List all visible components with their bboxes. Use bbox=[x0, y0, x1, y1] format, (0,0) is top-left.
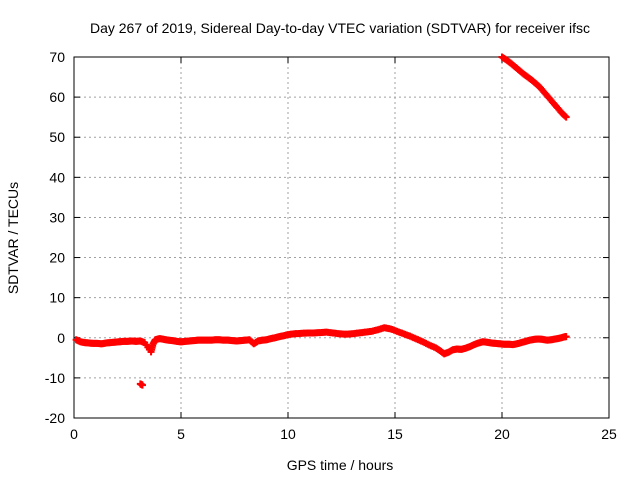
x-tick-label: 20 bbox=[494, 426, 510, 442]
y-tick-label: 60 bbox=[49, 89, 65, 105]
x-tick-label: 10 bbox=[280, 426, 296, 442]
y-axis-label: SDTVAR / TECUs bbox=[5, 182, 21, 294]
y-tick-label: 50 bbox=[49, 129, 65, 145]
data-point bbox=[138, 381, 146, 389]
axis-ticks bbox=[73, 56, 610, 419]
x-axis-label: GPS time / hours bbox=[287, 457, 394, 473]
y-tick-label: -20 bbox=[45, 410, 65, 426]
data-point bbox=[562, 113, 570, 121]
grid-lines bbox=[74, 57, 609, 418]
data-point bbox=[561, 112, 569, 120]
y-tick-label: 70 bbox=[49, 49, 65, 65]
y-tick-label: 20 bbox=[49, 250, 65, 266]
x-tick-labels: 0 5 10 15 20 25 bbox=[70, 426, 617, 442]
y-tick-label: -10 bbox=[45, 370, 65, 386]
chart-title: Day 267 of 2019, Sidereal Day-to-day VTE… bbox=[90, 20, 590, 36]
x-tick-label: 25 bbox=[601, 426, 617, 442]
data-points bbox=[72, 53, 570, 389]
data-point bbox=[562, 333, 570, 341]
y-tick-label: 30 bbox=[49, 209, 65, 225]
plot-frame bbox=[73, 56, 610, 419]
y-tick-label: 40 bbox=[49, 169, 65, 185]
series-outlier bbox=[136, 380, 146, 389]
y-tick-labels: -20 -10 0 10 20 30 40 50 60 70 bbox=[45, 49, 65, 426]
y-tick-label: 0 bbox=[57, 330, 65, 346]
y-tick-label: 10 bbox=[49, 290, 65, 306]
x-tick-label: 0 bbox=[70, 426, 78, 442]
series-main bbox=[72, 324, 570, 358]
x-tick-label: 15 bbox=[387, 426, 403, 442]
series-upper bbox=[498, 53, 570, 121]
x-tick-label: 5 bbox=[177, 426, 185, 442]
